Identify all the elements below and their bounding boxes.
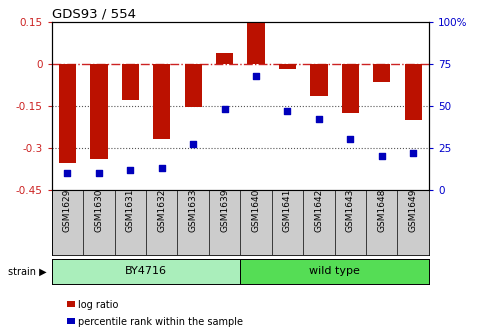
Text: BY4716: BY4716 [125, 266, 167, 276]
Bar [184, 64, 202, 107]
Bar [310, 64, 327, 96]
Bar [90, 64, 107, 159]
Point [315, 117, 323, 122]
Point [158, 165, 166, 171]
Bar [240, 259, 429, 284]
Point [409, 150, 417, 156]
Point [252, 73, 260, 78]
Point [378, 154, 386, 159]
Point [283, 108, 291, 114]
Point [347, 137, 354, 142]
Bar [122, 64, 139, 100]
Point [64, 170, 71, 176]
Text: strain ▶: strain ▶ [8, 266, 47, 276]
Bar [373, 64, 390, 82]
Point [221, 107, 229, 112]
Bar [216, 53, 233, 64]
Bar [247, 23, 265, 64]
Bar [279, 64, 296, 70]
Text: wild type: wild type [309, 266, 360, 276]
Bar [405, 64, 422, 120]
Text: percentile rank within the sample: percentile rank within the sample [78, 317, 243, 327]
Point [95, 170, 103, 176]
Bar [52, 259, 240, 284]
Bar [59, 64, 76, 163]
Text: GDS93 / 554: GDS93 / 554 [52, 8, 136, 21]
Point [189, 142, 197, 147]
Bar [342, 64, 359, 113]
Bar [153, 64, 171, 139]
Text: log ratio: log ratio [78, 300, 118, 310]
Point [126, 167, 134, 172]
